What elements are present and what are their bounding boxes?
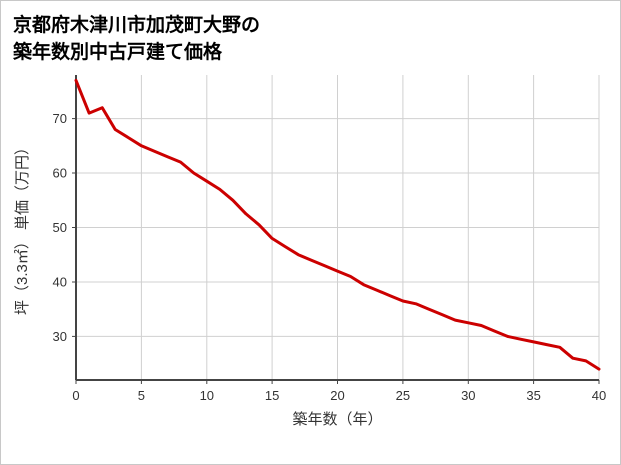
y-tick-label: 40: [53, 274, 67, 289]
chart-title: 京都府木津川市加茂町大野の 築年数別中古戸建て価格: [1, 1, 620, 67]
y-tick-label: 50: [53, 220, 67, 235]
y-tick-label: 70: [53, 111, 67, 126]
y-tick-label: 30: [53, 329, 67, 344]
line-chart-svg: 0 5 10 15 20 25 30 35 40 30 40 50 60 70 築年数（年） 坪（3.3㎡） …: [14, 74, 606, 428]
x-tick-label: 5: [138, 388, 145, 403]
x-tick-label: 25: [396, 388, 410, 403]
y-axis-title: 坪（3.3㎡） 単価（万円）: [14, 140, 31, 315]
chart-title-line2: 築年数別中古戸建て価格: [13, 41, 223, 63]
x-tick-label: 30: [461, 388, 475, 403]
x-axis-title: 築年数（年）: [292, 410, 382, 428]
chart-title-line1: 京都府木津川市加茂町大野の: [13, 15, 261, 36]
x-tick-label: 0: [72, 388, 79, 403]
x-tick-label: 40: [592, 388, 606, 403]
x-tick-label: 20: [330, 388, 344, 403]
price-line: [74, 78, 601, 371]
x-tick-label: 10: [200, 388, 214, 403]
y-tick-label: 60: [53, 165, 67, 180]
x-tick-label: 15: [265, 388, 279, 403]
x-tick-label: 35: [526, 388, 540, 403]
